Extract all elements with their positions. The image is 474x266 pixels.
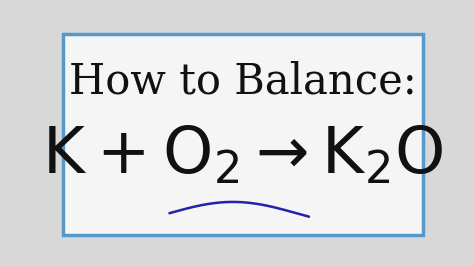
FancyBboxPatch shape	[63, 34, 423, 235]
Text: How to Balance:: How to Balance:	[69, 60, 417, 102]
Text: $\mathrm{K + O_2 \rightarrow K_2O}$: $\mathrm{K + O_2 \rightarrow K_2O}$	[42, 124, 444, 186]
